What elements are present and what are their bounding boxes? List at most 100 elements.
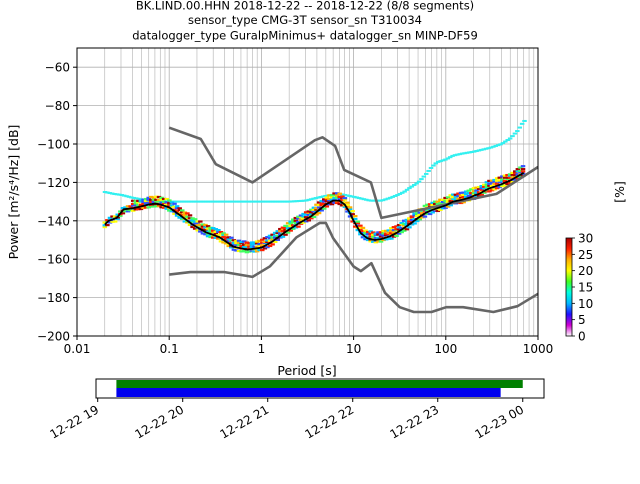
heatmap-cell xyxy=(270,233,275,236)
heatmap-cell xyxy=(402,219,407,222)
heatmap-cell xyxy=(337,202,342,206)
heatmap-cell xyxy=(425,212,430,215)
heatmap-cell-low xyxy=(416,180,422,183)
heatmap-cell xyxy=(420,209,425,212)
heatmap-cell xyxy=(239,242,244,245)
heatmap-cell xyxy=(130,209,136,212)
heatmap-cell xyxy=(402,229,407,232)
heatmap-cell-low xyxy=(385,197,391,200)
heatmap-cell xyxy=(247,245,252,248)
heatmap-cell xyxy=(159,201,164,204)
heatmap-cell xyxy=(316,204,322,207)
heatmap-cell xyxy=(500,175,505,178)
heatmap-cell xyxy=(327,199,332,202)
heatmap-cell-low xyxy=(409,185,415,188)
heatmap-cell xyxy=(394,228,399,231)
heatmap-cell xyxy=(164,207,170,210)
heatmap-cell xyxy=(505,182,510,186)
heatmap-cell xyxy=(221,232,226,235)
heatmap-cell-low xyxy=(121,194,127,197)
heatmap-cell xyxy=(257,249,262,252)
x-tick-label: 100 xyxy=(434,342,457,356)
heatmap-cell xyxy=(440,200,446,204)
heatmap-cell-low xyxy=(340,193,345,196)
heatmap-cell xyxy=(358,226,363,230)
heatmap-cell xyxy=(177,212,182,215)
heatmap-cell-low xyxy=(469,151,475,154)
heatmap-cell xyxy=(141,206,146,210)
heatmap-cell-low xyxy=(431,164,436,167)
heatmap-cell xyxy=(319,204,324,207)
heatmap-cell-low xyxy=(474,150,479,153)
heatmap-cell xyxy=(291,224,296,227)
heatmap-cell xyxy=(267,244,273,248)
heatmap-cell-low xyxy=(270,200,276,203)
heatmap-cell xyxy=(288,220,293,223)
heatmap-cell xyxy=(520,165,526,168)
heatmap-cell-low xyxy=(210,200,216,203)
heatmap-cell xyxy=(105,219,110,222)
heatmap-cell-low xyxy=(356,197,362,200)
x-axis-label: Period [s] xyxy=(277,363,336,378)
heatmap-cell xyxy=(432,202,438,206)
heatmap-cell xyxy=(451,197,456,200)
heatmap-cell xyxy=(293,221,299,225)
heatmap-cell-low xyxy=(239,200,244,203)
heatmap-cell-low xyxy=(483,147,489,150)
heatmap-cell xyxy=(376,231,381,234)
heatmap-cell xyxy=(476,191,482,194)
heatmap-cell xyxy=(296,225,301,228)
colorbar-tick-label: 5 xyxy=(578,313,586,327)
heatmap-cell-low xyxy=(359,197,364,200)
heatmap-cell xyxy=(363,238,368,241)
heatmap-cell xyxy=(236,241,242,244)
heatmap-cell-low xyxy=(220,200,225,203)
heatmap-cell xyxy=(216,229,221,232)
heatmap-cell-low xyxy=(479,148,484,151)
heatmap-cell-low xyxy=(189,200,194,203)
heatmap-cell xyxy=(373,237,379,240)
heatmap-cell xyxy=(482,187,487,190)
heatmap-cell xyxy=(422,204,428,207)
heatmap-cell-low xyxy=(296,200,302,203)
heatmap-cell xyxy=(172,212,177,215)
heatmap-cell-low xyxy=(268,200,273,203)
heatmap-cell xyxy=(494,182,500,185)
heatmap-cell xyxy=(231,239,237,242)
heatmap-cell-low xyxy=(260,200,266,203)
colorbar-tick-label: 15 xyxy=(578,281,593,295)
heatmap-cell xyxy=(345,210,350,213)
heatmap-cell xyxy=(218,232,224,235)
heatmap-cell xyxy=(210,227,216,230)
heatmap-cell xyxy=(102,225,108,229)
heatmap-cell xyxy=(133,208,139,211)
heatmap-cell xyxy=(311,215,317,219)
heatmap-cell xyxy=(461,201,466,204)
heatmap-cell xyxy=(156,198,162,201)
heatmap-cell xyxy=(358,228,363,231)
heatmap-cell-low xyxy=(510,135,515,138)
heatmap-cell xyxy=(185,217,190,220)
heatmap-cell xyxy=(507,181,513,185)
timeline-tick-label: 12-22 22 xyxy=(303,402,357,441)
heatmap-cell-low xyxy=(287,200,292,203)
heatmap-cell-low xyxy=(452,154,458,157)
heatmap-cell-low xyxy=(462,152,467,155)
heatmap-cell xyxy=(438,208,443,211)
heatmap-cell-low xyxy=(515,130,520,133)
heatmap-cell xyxy=(164,201,170,204)
heatmap-cell xyxy=(337,192,342,195)
heatmap-cell xyxy=(458,201,464,205)
mode-line xyxy=(104,172,525,251)
heatmap-cell xyxy=(151,198,157,201)
heatmap-cell xyxy=(298,219,304,222)
heatmap-cell xyxy=(309,212,314,216)
heatmap-cell xyxy=(267,239,273,242)
heatmap-cell-low xyxy=(390,195,395,198)
heatmap-cell xyxy=(412,214,417,217)
heatmap-cell-low xyxy=(256,200,261,203)
heatmap-cell-low xyxy=(507,137,513,140)
heatmap-cell xyxy=(270,238,275,241)
heatmap-cell xyxy=(283,226,288,230)
heatmap-cell xyxy=(249,245,255,249)
